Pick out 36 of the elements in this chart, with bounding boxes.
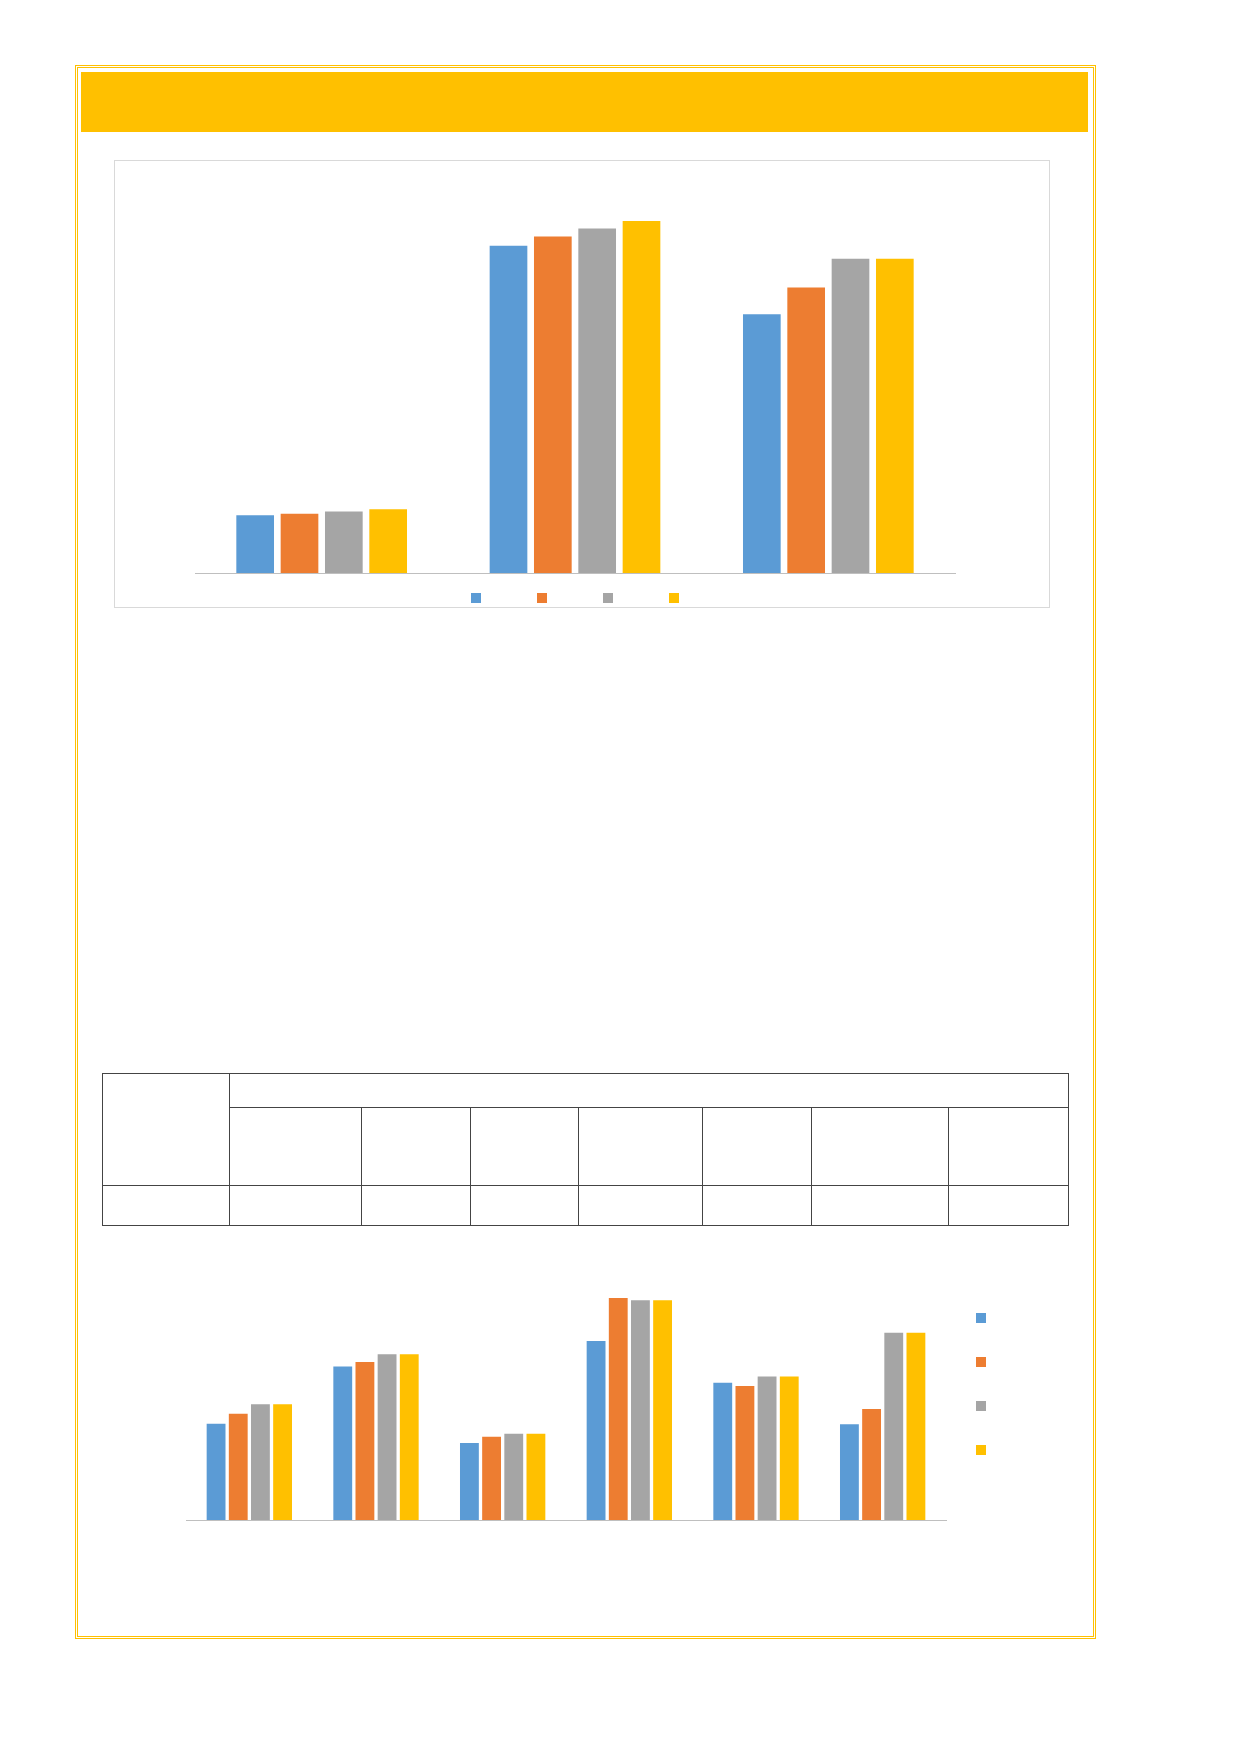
bar (377, 1354, 397, 1520)
bar (787, 287, 826, 573)
bar (355, 1361, 375, 1520)
bar (757, 1376, 777, 1520)
bar (631, 1300, 650, 1520)
bar (533, 236, 572, 573)
bar (236, 515, 275, 573)
bar (653, 1300, 672, 1520)
bar (460, 1442, 479, 1520)
bar (504, 1433, 524, 1520)
bar (831, 258, 870, 573)
bar (273, 1404, 292, 1520)
bar (482, 1436, 501, 1520)
bar (779, 1376, 799, 1520)
bar (228, 1413, 248, 1520)
bar (399, 1354, 419, 1520)
bar (280, 513, 319, 573)
bar (735, 1385, 755, 1520)
bar (742, 314, 781, 573)
bar (578, 228, 617, 573)
bar (906, 1332, 926, 1520)
bar (622, 221, 661, 573)
bar (369, 509, 408, 573)
bar (713, 1382, 733, 1520)
bar (526, 1433, 546, 1520)
bar (862, 1409, 881, 1520)
bar (489, 245, 528, 573)
bar (586, 1341, 606, 1520)
bar (875, 258, 914, 573)
bar (884, 1332, 904, 1520)
bar (333, 1366, 353, 1520)
bar (324, 511, 363, 573)
bar (251, 1404, 270, 1520)
bar (840, 1424, 859, 1520)
bar (206, 1423, 226, 1520)
bar (608, 1298, 628, 1520)
